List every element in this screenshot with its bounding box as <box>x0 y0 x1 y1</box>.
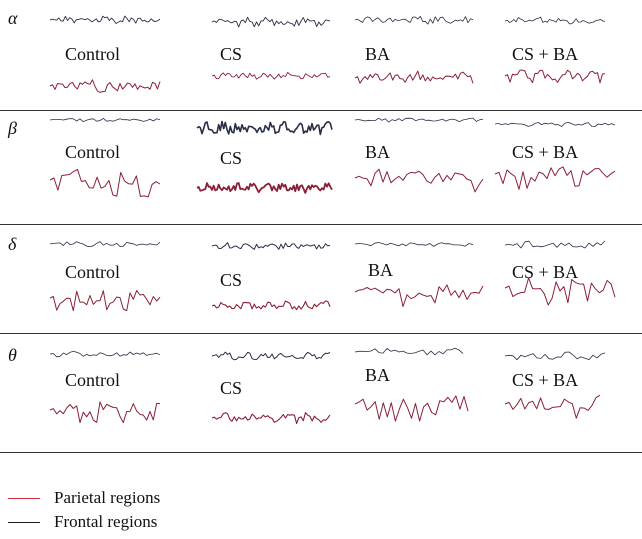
eeg-trace <box>211 16 331 28</box>
eeg-trace <box>504 394 601 419</box>
group-label-ba: BA <box>365 44 391 64</box>
eeg-trace <box>49 350 161 358</box>
band-label-theta: θ <box>8 345 17 365</box>
row-divider <box>0 333 642 334</box>
group-label-control: Control <box>65 142 121 162</box>
group-label-cs-ba: CS + BA <box>512 142 579 162</box>
group-label-cs: CS <box>220 44 243 64</box>
group-label-ba: BA <box>365 142 391 162</box>
eeg-trace <box>196 120 333 136</box>
eeg-trace <box>504 277 616 306</box>
group-label-cs: CS <box>220 270 243 290</box>
eeg-trace <box>49 79 161 93</box>
row-divider <box>0 110 642 111</box>
group-label-cs-ba: CS + BA <box>512 370 579 390</box>
legend-swatch-red <box>8 497 40 499</box>
eeg-trace <box>504 69 606 84</box>
eeg-trace <box>49 401 161 424</box>
eeg-trace <box>49 241 161 247</box>
eeg-trace <box>354 242 474 247</box>
eeg-trace <box>49 168 161 198</box>
row-divider <box>0 452 642 453</box>
eeg-trace <box>354 70 474 84</box>
group-label-cs: CS <box>220 378 243 398</box>
legend-item-frontal: Frontal regions <box>8 512 157 532</box>
eeg-trace <box>211 300 331 311</box>
eeg-trace <box>354 284 484 307</box>
eeg-trace <box>49 15 161 24</box>
eeg-trace <box>211 351 331 361</box>
eeg-trace <box>211 71 331 80</box>
eeg-trace <box>211 412 331 425</box>
group-label-ba: BA <box>368 260 394 280</box>
group-label-cs-ba: CS + BA <box>512 44 579 64</box>
eeg-trace <box>196 182 333 194</box>
eeg-trace <box>354 168 484 193</box>
band-label-beta: β <box>8 118 17 138</box>
legend-item-parietal: Parietal regions <box>8 488 160 508</box>
eeg-trace <box>504 351 606 361</box>
group-label-control: Control <box>65 44 121 64</box>
group-label-control: Control <box>65 262 121 282</box>
group-label-control: Control <box>65 370 121 390</box>
legend-swatch-black <box>8 521 40 523</box>
group-label-cs: CS <box>220 148 243 168</box>
eeg-trace <box>49 118 161 123</box>
eeg-trace <box>354 117 484 123</box>
eeg-trace <box>354 347 464 356</box>
eeg-trace <box>504 240 606 249</box>
eeg-trace <box>494 166 616 190</box>
eeg-trace <box>504 16 606 25</box>
eeg-trace <box>354 395 469 422</box>
group-label-ba: BA <box>365 365 391 385</box>
eeg-trace <box>494 122 616 127</box>
band-label-alpha: α <box>8 8 18 28</box>
legend-label-frontal: Frontal regions <box>54 512 158 531</box>
legend-label-parietal: Parietal regions <box>54 488 161 507</box>
eeg-trace <box>354 15 474 25</box>
eeg-trace <box>211 242 331 250</box>
group-label-cs-ba: CS + BA <box>512 262 579 282</box>
band-label-delta: δ <box>8 234 17 254</box>
row-divider <box>0 224 642 225</box>
eeg-trace <box>49 290 161 312</box>
